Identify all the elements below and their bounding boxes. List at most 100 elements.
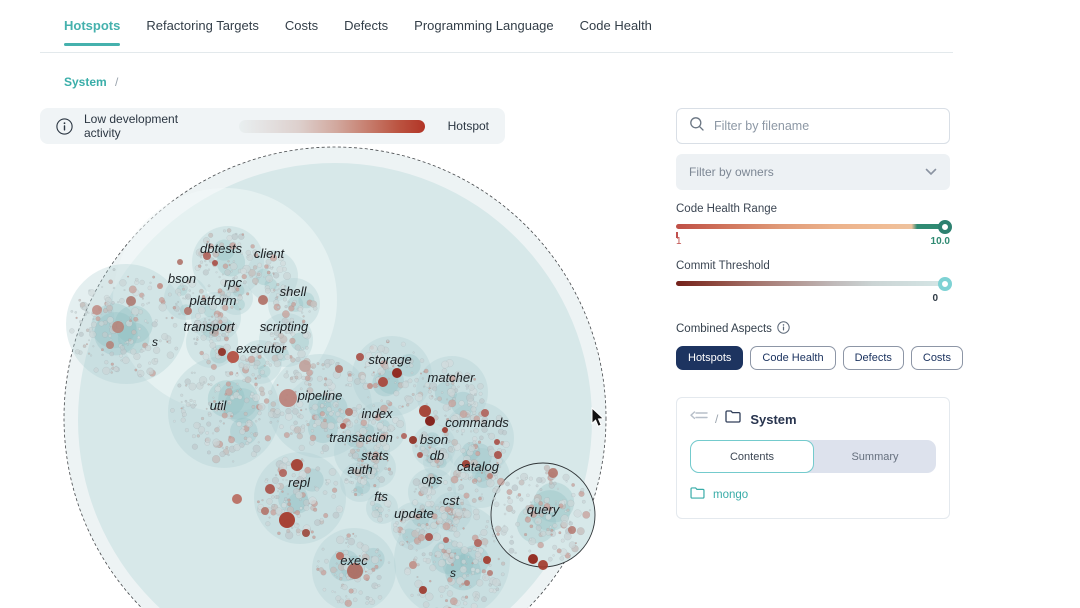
file-bubble[interactable] [465, 562, 468, 565]
file-bubble[interactable] [299, 387, 303, 391]
file-bubble[interactable] [425, 500, 432, 508]
file-bubble[interactable] [501, 525, 509, 533]
file-bubble[interactable] [152, 275, 156, 279]
file-bubble[interactable] [274, 336, 277, 340]
file-bubble[interactable] [269, 254, 278, 262]
file-bubble[interactable] [384, 513, 389, 518]
file-bubble[interactable] [519, 497, 524, 502]
file-bubble[interactable] [239, 388, 242, 391]
file-bubble[interactable] [414, 393, 423, 402]
file-bubble[interactable] [552, 523, 558, 529]
hotspot-bubble[interactable] [291, 459, 303, 471]
file-bubble[interactable] [448, 375, 456, 383]
file-bubble[interactable] [410, 371, 414, 375]
file-bubble[interactable] [450, 512, 453, 516]
file-bubble[interactable] [460, 448, 466, 454]
hotspot-bubble[interactable] [227, 351, 239, 363]
file-bubble[interactable] [432, 532, 441, 541]
file-bubble[interactable] [320, 403, 325, 408]
hotspot-bubble[interactable] [126, 296, 136, 306]
file-bubble[interactable] [210, 363, 217, 370]
file-bubble[interactable] [407, 378, 413, 384]
file-bubble[interactable] [87, 352, 91, 355]
file-bubble[interactable] [133, 352, 141, 361]
file-bubble[interactable] [371, 419, 377, 425]
file-bubble[interactable] [465, 387, 468, 390]
file-bubble[interactable] [434, 554, 437, 558]
file-bubble[interactable] [78, 331, 84, 337]
file-bubble[interactable] [396, 436, 399, 439]
file-bubble[interactable] [485, 463, 488, 466]
file-bubble[interactable] [475, 568, 481, 574]
file-bubble[interactable] [240, 252, 244, 255]
file-bubble[interactable] [451, 439, 459, 446]
file-bubble[interactable] [289, 376, 294, 381]
file-bubble[interactable] [333, 480, 339, 486]
file-bubble[interactable] [277, 531, 281, 536]
file-bubble[interactable] [552, 481, 557, 486]
file-bubble[interactable] [239, 308, 242, 311]
file-bubble[interactable] [235, 382, 239, 386]
file-bubble[interactable] [432, 439, 436, 443]
sub-package-circle[interactable] [114, 305, 153, 344]
file-bubble[interactable] [468, 477, 472, 481]
file-bubble[interactable] [100, 348, 104, 352]
file-bubble[interactable] [574, 542, 577, 545]
file-bubble[interactable] [294, 375, 299, 380]
hotspot-bubble[interactable] [568, 526, 576, 534]
commit-threshold-slider[interactable] [676, 276, 952, 291]
file-bubble[interactable] [451, 515, 455, 519]
file-bubble[interactable] [458, 484, 465, 490]
file-bubble[interactable] [85, 328, 90, 333]
file-bubble[interactable] [287, 498, 291, 502]
file-bubble[interactable] [366, 439, 371, 444]
file-bubble[interactable] [471, 444, 474, 447]
file-bubble[interactable] [290, 526, 294, 529]
file-bubble[interactable] [363, 574, 370, 581]
file-bubble[interactable] [101, 331, 109, 338]
file-bubble[interactable] [192, 326, 199, 333]
file-bubble[interactable] [286, 528, 291, 534]
file-bubble[interactable] [137, 335, 141, 340]
file-bubble[interactable] [223, 343, 231, 352]
file-bubble[interactable] [565, 480, 568, 483]
file-bubble[interactable] [264, 348, 268, 352]
file-bubble[interactable] [387, 561, 391, 564]
file-bubble[interactable] [232, 260, 236, 263]
file-bubble[interactable] [176, 309, 179, 312]
file-bubble[interactable] [396, 420, 405, 428]
hotspot-bubble[interactable] [548, 468, 558, 478]
file-bubble[interactable] [129, 319, 132, 323]
file-bubble[interactable] [144, 319, 148, 323]
file-bubble[interactable] [228, 285, 236, 293]
file-bubble[interactable] [229, 371, 234, 376]
file-bubble[interactable] [345, 541, 348, 544]
file-bubble[interactable] [283, 372, 289, 379]
hotspot-bubble[interactable] [409, 561, 417, 569]
file-bubble[interactable] [158, 303, 167, 312]
file-bubble[interactable] [141, 303, 145, 307]
file-bubble[interactable] [335, 505, 344, 513]
file-bubble[interactable] [425, 525, 431, 530]
file-bubble[interactable] [233, 444, 241, 452]
file-bubble[interactable] [303, 477, 307, 481]
file-bubble[interactable] [446, 398, 449, 401]
file-bubble[interactable] [205, 263, 208, 267]
file-bubble[interactable] [563, 532, 572, 541]
file-bubble[interactable] [319, 517, 324, 522]
file-bubble[interactable] [246, 292, 250, 296]
file-bubble[interactable] [110, 362, 115, 366]
file-bubble[interactable] [294, 484, 298, 488]
file-bubble[interactable] [195, 338, 199, 341]
file-bubble[interactable] [451, 526, 458, 532]
file-bubble[interactable] [151, 321, 158, 328]
file-bubble[interactable] [540, 530, 547, 537]
file-bubble[interactable] [289, 317, 294, 323]
file-bubble[interactable] [434, 458, 440, 464]
file-bubble[interactable] [345, 537, 349, 541]
hotspot-bubble[interactable] [494, 451, 502, 459]
aspect-button-defects[interactable]: Defects [842, 346, 904, 370]
file-bubble[interactable] [198, 376, 208, 385]
file-bubble[interactable] [268, 516, 271, 519]
file-bubble[interactable] [285, 346, 288, 349]
